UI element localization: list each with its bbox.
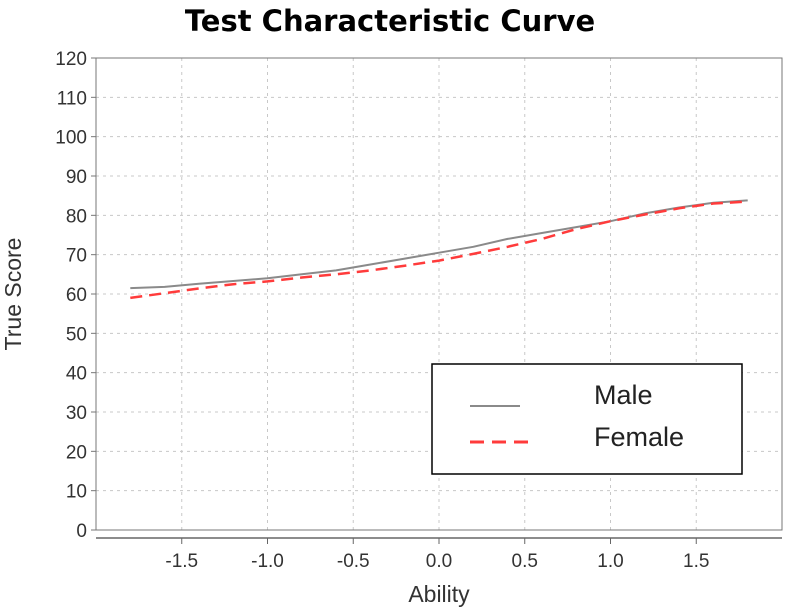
y-tick-label: 110 [57, 88, 87, 109]
x-tick-label: 1.0 [597, 551, 623, 572]
y-ticks: 0 10 20 30 40 50 60 70 80 90 100 110 120 [55, 49, 96, 542]
y-tick-label: 40 [66, 364, 87, 385]
x-tick-label: 0.0 [426, 551, 452, 572]
y-axis-label: True Score [0, 238, 26, 351]
x-tick-label: -1.0 [251, 551, 284, 572]
series-lines [130, 199, 748, 300]
legend-label-male: Male [594, 380, 653, 410]
y-tick-label: 70 [66, 246, 87, 267]
y-tick-label: 20 [66, 442, 87, 463]
x-axis-label: Ability [408, 581, 470, 607]
y-tick-label: 90 [66, 167, 87, 188]
y-tick-label: 120 [55, 49, 87, 70]
y-tick-label: 30 [66, 403, 87, 424]
x-tick-label: -1.5 [165, 551, 198, 572]
y-tick-label: 0 [76, 521, 87, 542]
y-tick-label: 80 [66, 206, 87, 227]
y-tick-label: 50 [66, 324, 87, 345]
legend: Male Female [431, 363, 743, 475]
series-line-female [130, 200, 748, 300]
chart-title: Test Characteristic Curve [185, 4, 595, 38]
x-ticks: -1.5 -1.0 -0.5 0.0 0.5 1.0 1.5 [165, 538, 709, 572]
legend-label-female: Female [594, 422, 684, 452]
y-tick-label: 100 [55, 128, 87, 149]
y-tick-label: 10 [66, 482, 87, 503]
x-tick-label: 1.5 [683, 551, 709, 572]
x-tick-label: -0.5 [337, 551, 370, 572]
y-tick-label: 60 [66, 285, 87, 306]
legend-box [431, 363, 743, 475]
x-tick-label: 0.5 [512, 551, 538, 572]
